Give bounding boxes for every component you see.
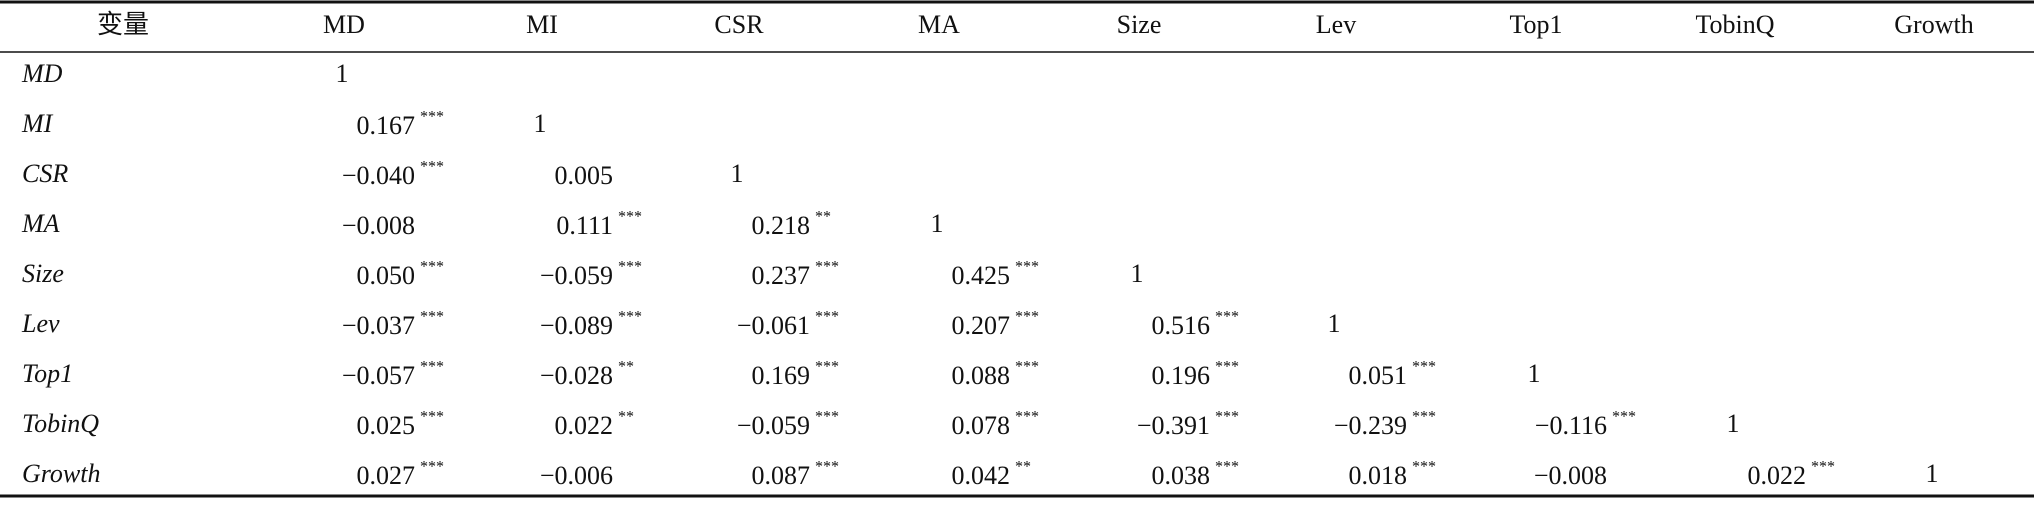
significance-stars: *** [420,109,444,126]
significance-stars: *** [1215,409,1239,426]
column-header: 变量 [97,10,149,39]
significance-stars: *** [1015,359,1039,376]
cell-value: −0.059 [737,411,810,440]
cell-value: 0.078 [952,411,1011,440]
significance-stars: *** [618,259,642,276]
cell-value: −0.040 [342,161,415,190]
significance-stars: ** [1015,459,1031,476]
column-header: MD [323,10,365,39]
cell-value: 0.027 [357,461,416,490]
column-header: Top1 [1509,10,1562,39]
significance-stars: *** [1612,409,1636,426]
column-header: CSR [714,10,764,39]
cell-value: −0.089 [540,311,613,340]
significance-stars: *** [420,409,444,426]
cell-value: 1 [731,159,744,188]
row-label: Size [22,259,64,288]
significance-stars: *** [420,459,444,476]
column-header: MI [526,10,558,39]
cell-value: 0.022 [1748,461,1807,490]
significance-stars: ** [618,409,634,426]
cell-value: −0.391 [1137,411,1210,440]
cell-value: 1 [931,209,944,238]
column-header: Size [1117,10,1162,39]
cell-value: −0.037 [342,311,415,340]
column-header: TobinQ [1695,10,1774,39]
significance-stars: *** [1811,459,1835,476]
row-label: Top1 [22,359,73,388]
cell-value: 0.169 [752,361,811,390]
column-header: Growth [1894,10,1973,39]
row-label: Growth [22,459,101,488]
cell-value: 1 [1528,359,1541,388]
cell-value: 0.050 [357,261,416,290]
cell-value: −0.028 [540,361,613,390]
cell-value: 1 [1727,409,1740,438]
significance-stars: *** [815,409,839,426]
significance-stars: *** [815,309,839,326]
significance-stars: *** [815,459,839,476]
row-label: MA [21,209,60,238]
cell-value: 0.042 [952,461,1011,490]
cell-value: 0.022 [555,411,614,440]
cell-value: 0.038 [1152,461,1211,490]
cell-value: 0.025 [357,411,416,440]
significance-stars: *** [1412,459,1436,476]
significance-stars: *** [420,159,444,176]
significance-stars: *** [815,359,839,376]
cell-value: 0.167 [357,111,416,140]
row-label: TobinQ [22,409,99,438]
significance-stars: *** [1412,359,1436,376]
significance-stars: *** [1412,409,1436,426]
column-header: Lev [1316,10,1356,39]
cell-value: 1 [534,109,547,138]
significance-stars: *** [1215,359,1239,376]
significance-stars: *** [420,309,444,326]
cell-value: 0.425 [952,261,1011,290]
cell-value: 1 [1926,459,1939,488]
cell-value: 0.516 [1152,311,1211,340]
cell-value: −0.008 [1534,461,1607,490]
significance-stars: *** [1015,259,1039,276]
significance-stars: *** [420,259,444,276]
significance-stars: *** [618,209,642,226]
row-label: MI [21,109,54,138]
cell-value: −0.006 [540,461,613,490]
cell-value: 1 [1328,309,1341,338]
cell-value: −0.008 [342,211,415,240]
cell-value: 0.051 [1349,361,1408,390]
cell-value: 0.088 [952,361,1011,390]
cell-value: 0.218 [752,211,811,240]
cell-value: 0.087 [752,461,811,490]
cell-value: 0.005 [555,161,614,190]
significance-stars: ** [618,359,634,376]
significance-stars: ** [815,209,831,226]
column-header: MA [918,10,960,39]
cell-value: 0.207 [952,311,1011,340]
row-label: Lev [21,309,60,338]
significance-stars: *** [1215,459,1239,476]
significance-stars: *** [1015,409,1039,426]
significance-stars: *** [420,359,444,376]
row-label: CSR [22,159,68,188]
significance-stars: *** [1215,309,1239,326]
cell-value: −0.061 [737,311,810,340]
cell-value: −0.059 [540,261,613,290]
cell-value: 0.196 [1152,361,1211,390]
cell-value: −0.239 [1334,411,1407,440]
cell-value: 0.237 [752,261,811,290]
cell-value: 1 [336,59,349,88]
significance-stars: *** [618,309,642,326]
significance-stars: *** [1015,309,1039,326]
significance-stars: *** [815,259,839,276]
cell-value: 1 [1131,259,1144,288]
cell-value: −0.057 [342,361,415,390]
cell-value: 0.018 [1349,461,1408,490]
cell-value: −0.116 [1535,411,1607,440]
cell-value: 0.111 [556,211,613,240]
row-label: MD [21,59,63,88]
